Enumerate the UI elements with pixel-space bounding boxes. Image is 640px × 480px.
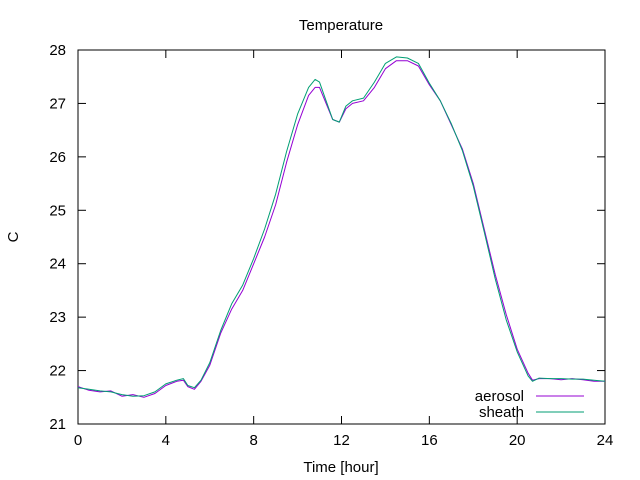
y-tick-label: 28: [49, 42, 66, 59]
x-tick-label: 20: [509, 432, 526, 449]
y-tick-label: 26: [49, 149, 66, 166]
x-tick-label: 16: [421, 432, 438, 449]
x-tick-label: 4: [162, 432, 170, 449]
series-layer: [77, 56, 606, 398]
y-tick-label: 27: [49, 95, 66, 112]
y-tick-label: 21: [49, 416, 66, 433]
x-tick-label: 24: [597, 432, 614, 449]
x-tick-label: 12: [333, 432, 350, 449]
y-tick-label: 23: [49, 309, 66, 326]
chart-title: Temperature: [299, 17, 383, 34]
series-line-aerosol: [77, 60, 605, 398]
y-tick-label: 22: [49, 363, 66, 380]
legend-label-aerosol: aerosol: [475, 388, 524, 405]
x-axis-title: Time [hour]: [303, 459, 378, 476]
ticks-layer: 0 4 8 12 16 20 24 21 22 23 24 25 26 27 28: [49, 42, 613, 449]
y-tick-label: 24: [49, 256, 66, 273]
legend-label-sheath: sheath: [479, 404, 524, 421]
y-axis-title: C: [5, 231, 22, 242]
x-tick-label: 8: [249, 432, 257, 449]
series-line-sheath: [77, 56, 606, 397]
y-tick-label: 25: [49, 202, 66, 219]
x-tick-label: 0: [74, 432, 82, 449]
